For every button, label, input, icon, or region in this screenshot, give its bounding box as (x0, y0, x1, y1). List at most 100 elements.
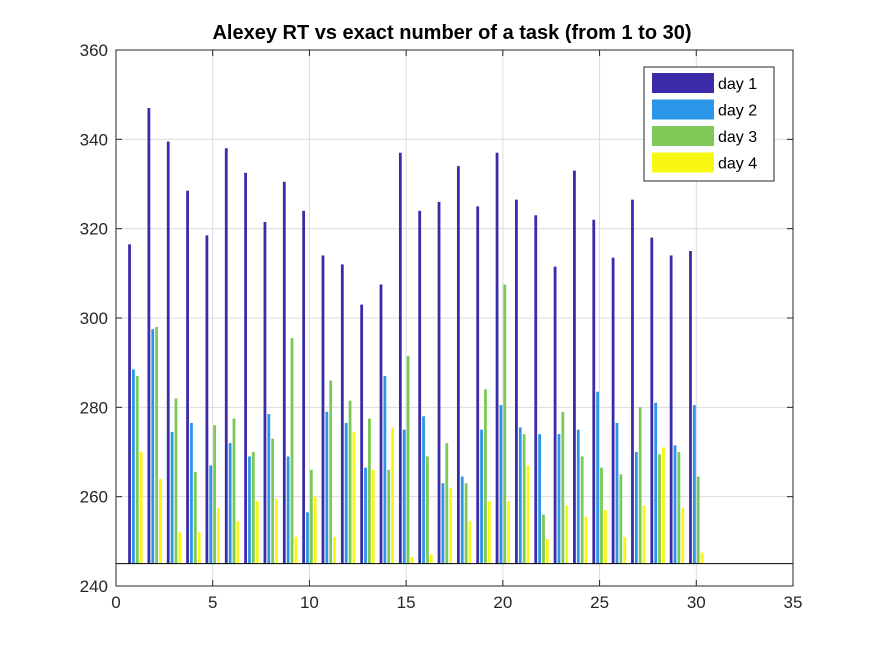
bar-day-2-30 (692, 405, 696, 564)
bar-day-4-11 (333, 536, 336, 564)
bar-day-1-14 (379, 284, 383, 564)
bar-day-2-3 (170, 431, 174, 564)
bar-day-2-20 (499, 405, 503, 564)
bar-day-1-5 (205, 235, 209, 564)
bar-day-3-22 (542, 514, 545, 564)
bar-day-1-28 (650, 237, 654, 564)
bar-day-4-23 (565, 505, 569, 564)
bar-day-2-5 (209, 465, 213, 564)
bar-day-1-12 (340, 264, 344, 564)
bar-day-1-6 (224, 148, 228, 564)
bar-day-3-3 (174, 398, 178, 564)
bar-day-3-13 (367, 418, 371, 564)
bar-day-3-29 (677, 452, 681, 564)
bar-day-3-21 (522, 434, 526, 564)
bar-day-4-18 (468, 521, 472, 564)
bar-day-4-7 (255, 501, 259, 564)
legend-swatch-day-4 (652, 152, 714, 173)
bar-day-2-7 (248, 456, 251, 564)
bar-day-3-25 (600, 467, 603, 564)
bar-day-1-9 (282, 181, 286, 564)
x-tick-label: 0 (111, 593, 120, 612)
legend-swatch-day-1 (652, 73, 714, 93)
bar-day-1-16 (418, 210, 422, 564)
bar-day-1-30 (689, 251, 692, 564)
bar-day-2-22 (538, 434, 542, 564)
bar-day-1-19 (476, 206, 480, 564)
bar-day-1-26 (611, 257, 615, 564)
bar-day-2-25 (596, 391, 600, 564)
bar-day-1-1 (128, 244, 131, 564)
x-tick-label: 25 (590, 593, 609, 612)
bar-day-2-4 (190, 422, 193, 564)
bar-day-2-29 (673, 445, 677, 564)
y-tick-label: 300 (80, 309, 108, 328)
bar-day-1-15 (398, 152, 402, 564)
bar-day-4-10 (313, 496, 317, 564)
bar-day-1-3 (166, 141, 170, 564)
bar-day-4-16 (429, 554, 433, 564)
x-tick-label: 20 (493, 593, 512, 612)
bar-day-4-25 (603, 510, 607, 564)
bar-day-3-18 (464, 483, 468, 564)
bar-day-2-13 (364, 467, 367, 564)
bar-day-4-27 (642, 505, 646, 564)
bar-day-2-24 (576, 429, 580, 564)
y-tick-label: 280 (80, 398, 108, 417)
bar-day-3-6 (232, 418, 236, 564)
legend-label-day-3: day 3 (718, 129, 757, 146)
bar-day-3-4 (193, 472, 197, 564)
bar-day-4-24 (584, 516, 588, 564)
bar-day-2-2 (151, 329, 155, 564)
bar-day-1-24 (573, 170, 576, 564)
bar-day-4-14 (391, 427, 394, 564)
bar-day-2-1 (132, 369, 135, 564)
y-tick-label: 240 (80, 577, 108, 596)
bar-day-4-15 (410, 556, 414, 564)
bar-day-1-25 (592, 219, 596, 564)
bar-day-1-27 (631, 199, 634, 564)
bar-day-3-12 (348, 400, 352, 564)
bar-day-2-19 (480, 429, 483, 564)
x-tick-label: 35 (784, 593, 803, 612)
bar-day-1-13 (360, 304, 364, 564)
x-tick-label: 5 (208, 593, 217, 612)
bar-day-4-2 (159, 478, 162, 564)
bar-day-4-6 (236, 521, 240, 564)
bar-day-2-23 (557, 434, 561, 564)
bar-day-3-19 (484, 389, 487, 564)
chart-title: Alexey RT vs exact number of a task (fro… (212, 22, 691, 44)
legend-label-day-2: day 2 (718, 103, 757, 120)
bar-day-3-16 (426, 456, 429, 564)
bar-day-2-15 (402, 429, 406, 564)
bar-day-4-29 (681, 507, 685, 564)
bar-day-4-5 (217, 507, 220, 564)
bar-day-3-7 (251, 452, 255, 564)
bar-day-4-26 (623, 536, 627, 564)
bar-day-3-10 (309, 469, 313, 564)
bar-day-2-11 (325, 411, 329, 564)
bar-day-4-12 (352, 431, 356, 564)
bar-day-4-28 (662, 447, 665, 564)
bar-day-2-26 (615, 422, 619, 564)
bar-day-3-28 (658, 454, 661, 564)
bar-day-3-30 (696, 476, 700, 564)
bar-day-3-11 (329, 380, 333, 564)
bar-day-3-15 (406, 355, 410, 564)
bar-day-1-21 (515, 199, 518, 564)
bar-day-4-8 (275, 498, 278, 564)
legend-swatch-day-3 (652, 126, 714, 146)
bar-day-2-21 (518, 427, 522, 564)
bar-day-3-26 (619, 474, 623, 564)
bar-day-1-29 (669, 255, 673, 564)
bar-day-1-8 (263, 221, 267, 564)
bar-day-3-9 (290, 338, 294, 564)
bar-day-1-17 (437, 201, 441, 564)
bar-day-4-17 (449, 487, 453, 564)
bar-day-3-23 (561, 411, 565, 564)
bar-day-1-4 (186, 190, 189, 564)
y-tick-label: 320 (80, 220, 108, 239)
bar-day-3-24 (580, 456, 584, 564)
bar-day-4-1 (139, 452, 143, 564)
